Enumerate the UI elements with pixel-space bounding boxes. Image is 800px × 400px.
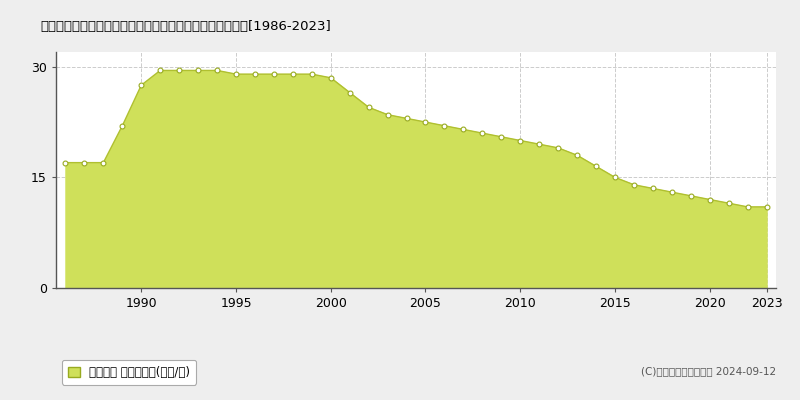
Text: (C)土地価格ドットコム 2024-09-12: (C)土地価格ドットコム 2024-09-12 — [641, 366, 776, 376]
Text: 静岡県焼津市石津港町１９番１４外　地価公示　地価推移[1986-2023]: 静岡県焼津市石津港町１９番１４外 地価公示 地価推移[1986-2023] — [40, 20, 330, 33]
Legend: 地価公示 平均嵪単価(万円/嵪): 地価公示 平均嵪単価(万円/嵪) — [62, 360, 196, 385]
